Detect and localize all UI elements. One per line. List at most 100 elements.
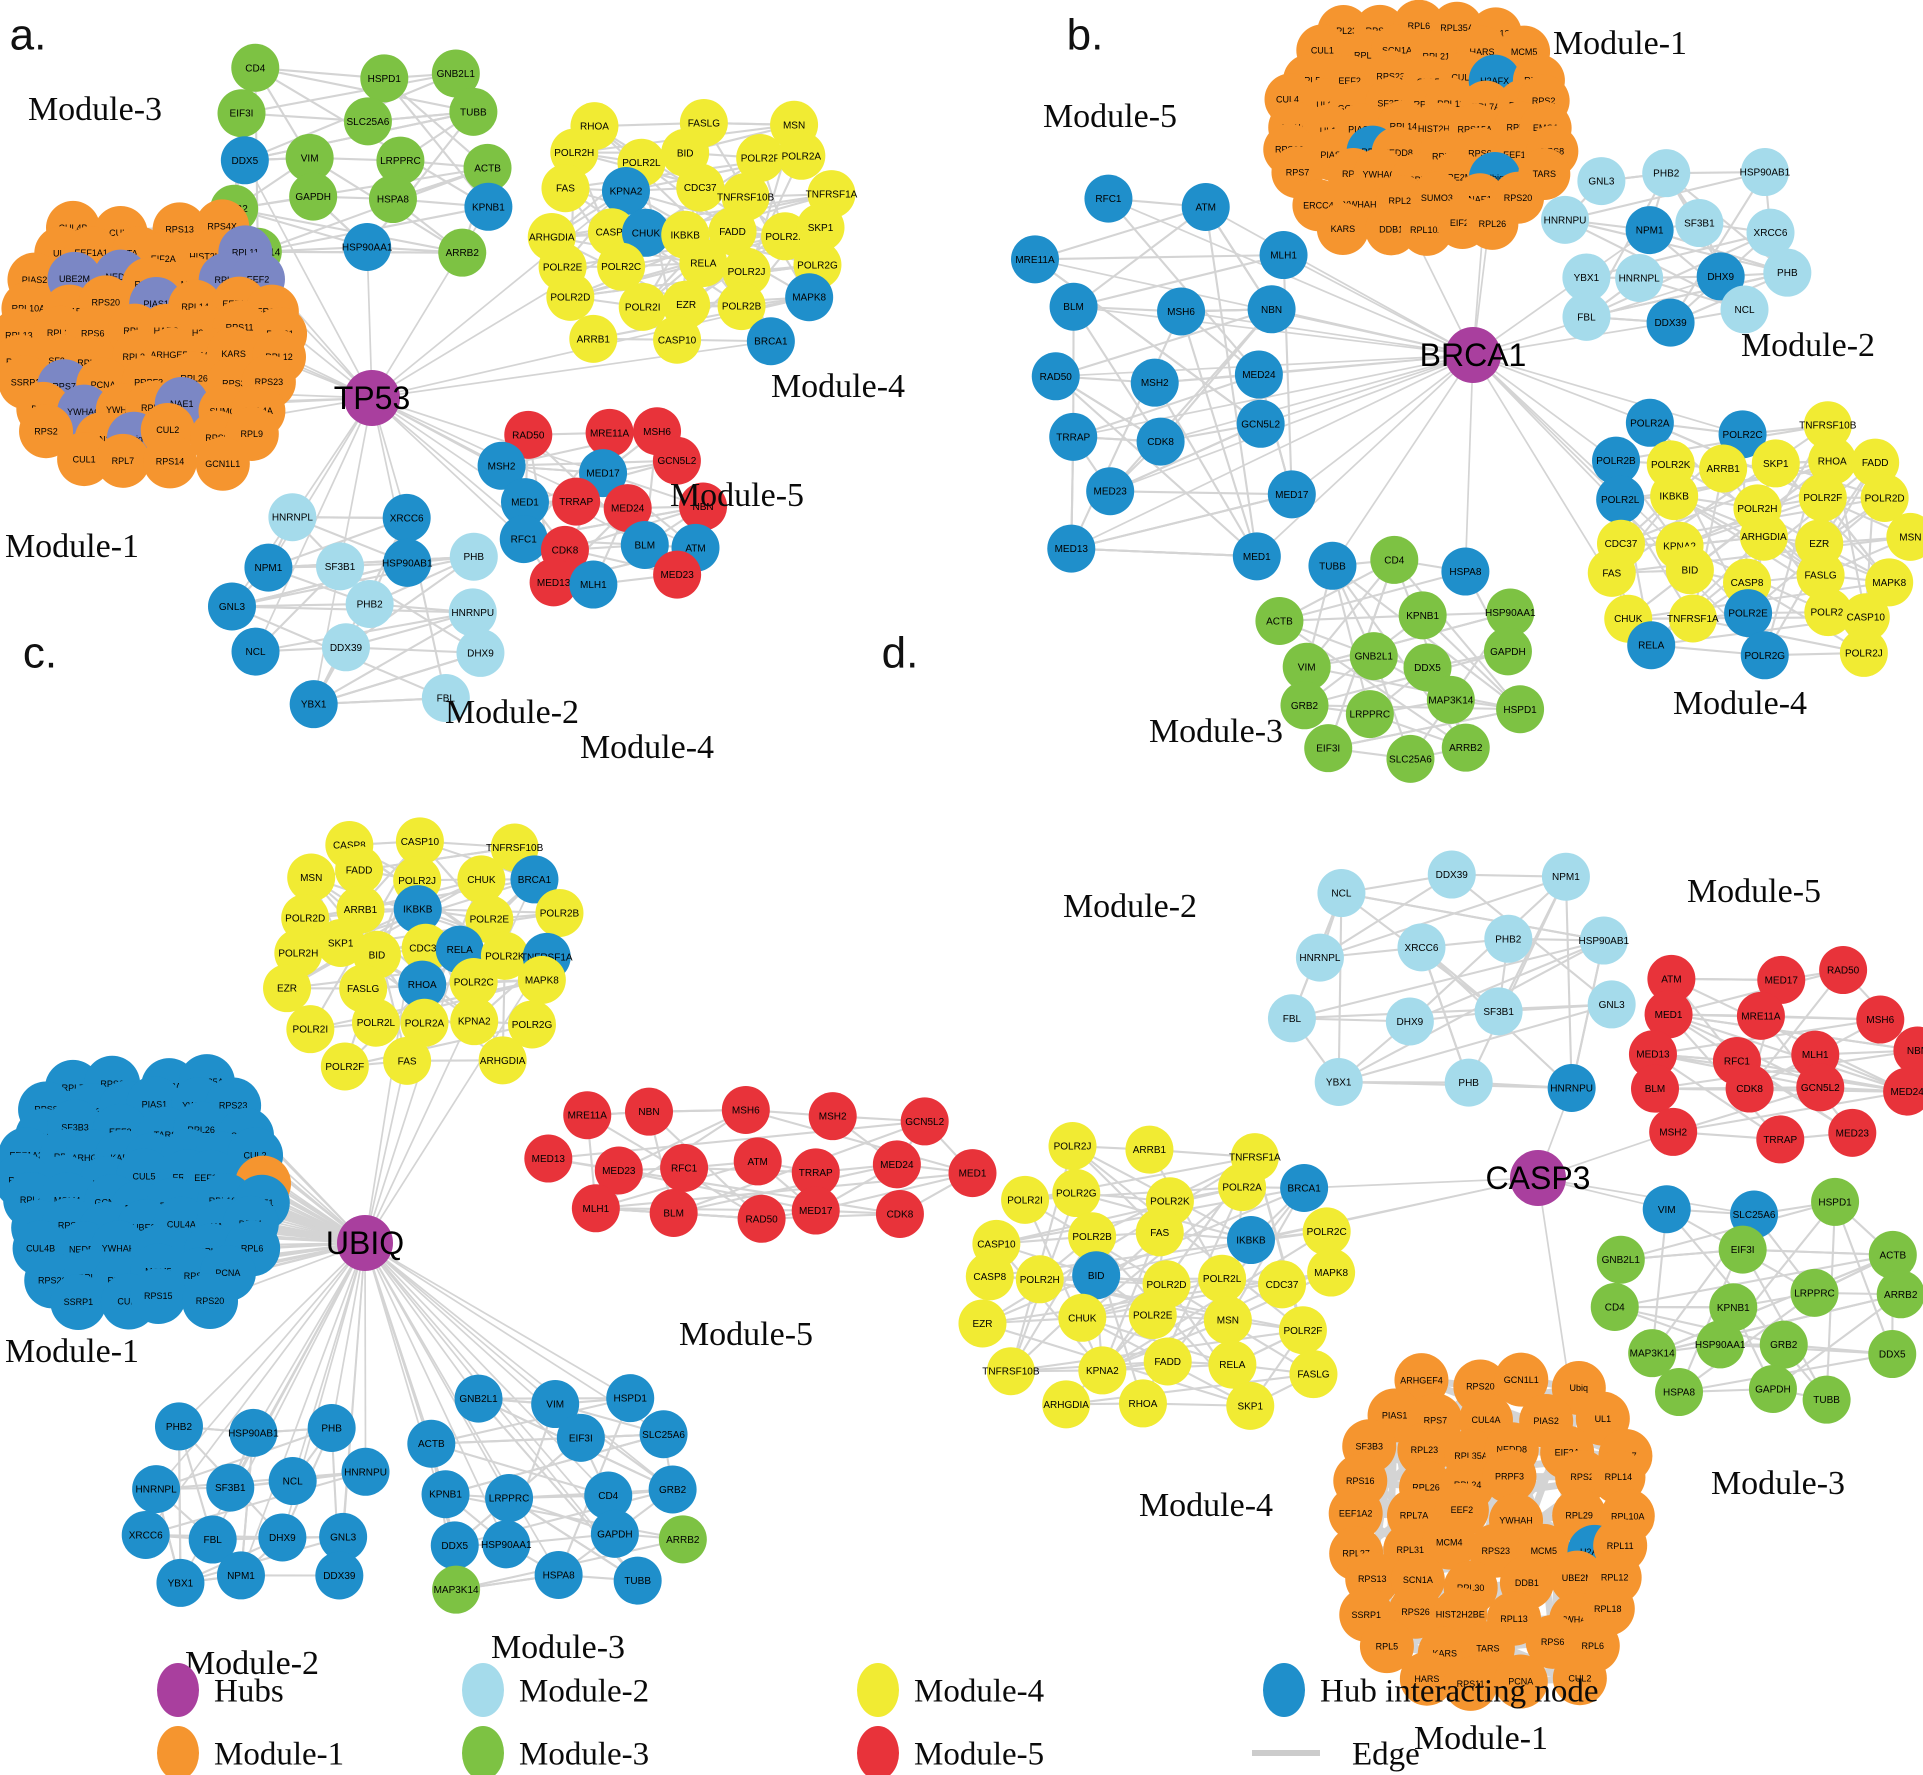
node-ARRB2 (658, 1515, 707, 1564)
node-label-POLR2J: POLR2J (1054, 1142, 1092, 1153)
node-label-XRCC6: XRCC6 (390, 513, 424, 524)
node-label-RHOA: RHOA (408, 980, 437, 991)
node-SLC25A6 (639, 1410, 688, 1459)
edge (233, 207, 463, 254)
hub-edge (1464, 354, 1474, 572)
node-DDX39 (321, 623, 370, 672)
node-POLR2L (351, 998, 400, 1047)
node-label-NBN: NBN (1907, 1046, 1923, 1057)
node-EIF3I (1718, 1225, 1767, 1274)
hub-edge (1331, 354, 1474, 567)
node-label-RPL30: RPL30 (1457, 1583, 1485, 1593)
node-HSPD1 (606, 1374, 655, 1423)
node-label-TNFRSF1A: TNFRSF1A (1667, 614, 1719, 625)
node-label-RPS6: RPS6 (81, 329, 105, 339)
module-label-Module-4: Module-4 (771, 368, 905, 405)
node-label-RAD50: RAD50 (1827, 966, 1860, 977)
node-label-RHOA: RHOA (1128, 1399, 1157, 1410)
node-label-RPL5: RPL5 (1298, 75, 1321, 85)
node-RFC1 (660, 1143, 709, 1192)
node-label-MED13: MED13 (532, 1154, 566, 1165)
node-PRPF3 (1482, 1449, 1537, 1504)
node-MED24 (603, 484, 652, 533)
node-label-CDK8: CDK8 (552, 545, 579, 556)
edge (1153, 382, 1258, 557)
node-label-CD4: CD4 (598, 1491, 618, 1502)
node-label-PHB: PHB (464, 552, 485, 563)
node-GAPDH (590, 1509, 639, 1558)
node-KPNB1 (1398, 591, 1447, 640)
hub-edge (1070, 354, 1474, 550)
node-label-RPS2: RPS2 (1570, 1472, 1594, 1482)
node-BLM (649, 1189, 698, 1238)
node-GAPDH (1748, 1364, 1797, 1413)
node-label-BLM: BLM (1645, 1084, 1666, 1095)
node-label-POLR2L: POLR2L (1203, 1274, 1242, 1285)
node-label-RPS15: RPS15 (144, 1291, 173, 1301)
node-MED13 (1047, 524, 1096, 573)
hub-edge (1160, 354, 1474, 443)
node-label-MLH1: MLH1 (1270, 251, 1297, 262)
node-label-MED23: MED23 (602, 1166, 636, 1177)
hub-edge (1256, 354, 1474, 557)
node-HNRNPU (1540, 195, 1589, 244)
node-label-UBE2M: UBE2M (59, 274, 90, 284)
hub-node-TP53 (344, 370, 400, 426)
node-label-FADD: FADD (346, 866, 373, 877)
node-label-BLM: BLM (1063, 302, 1084, 313)
node-MRE11A (1736, 991, 1785, 1040)
node-label-HARS: HARS (1414, 1674, 1439, 1684)
node-BRCA1 (510, 855, 559, 904)
node-POLR2E (1128, 1291, 1177, 1340)
node-MED13 (524, 1134, 573, 1183)
node-BLM (1630, 1064, 1679, 1113)
node-HNRNPU (1547, 1063, 1596, 1112)
node-label-RPL18: RPL18 (1594, 1604, 1622, 1614)
node-GNB2L1 (431, 49, 480, 98)
node-label-SSRP1: SSRP1 (1351, 1610, 1381, 1620)
edge (1337, 893, 1343, 1083)
node-label-NCL: NCL (283, 1477, 303, 1488)
node-EEF1A2 (1328, 1486, 1383, 1541)
edge (745, 1108, 973, 1175)
node-label-RPS6: RPS6 (1541, 1637, 1565, 1647)
node-label-RPL29: RPL29 (1388, 196, 1416, 206)
node-label-ARHGEF4: ARHGEF4 (1400, 1375, 1443, 1385)
hub-edge (1205, 206, 1474, 356)
node-label-DDB1: DDB1 (1515, 1578, 1539, 1588)
node-KPNA2 (1078, 1346, 1127, 1395)
node-label-BRCA1: BRCA1 (754, 337, 788, 348)
node-label-IKBKB: IKBKB (403, 905, 433, 916)
node-RFC1 (1084, 174, 1133, 223)
node-label-RPS11: RPS11 (1457, 1679, 1485, 1689)
node-GCN1L1 (195, 436, 250, 491)
legend-label: Hubs (214, 1674, 284, 1710)
node-label-CUL5: CUL5 (132, 1172, 155, 1182)
node-label-UBE2M: UBE2M (1441, 172, 1472, 182)
node-CD4 (1370, 535, 1419, 584)
node-label-MED17: MED17 (799, 1206, 833, 1217)
node-ACTB (463, 143, 512, 192)
node-label-HSP90AB1: HSP90AB1 (382, 558, 433, 569)
node-label-GCN5L2: GCN5L2 (905, 1117, 944, 1128)
node-LRPPRC (376, 136, 425, 185)
node-ARRB1 (1125, 1125, 1174, 1174)
node-label-CASP8: CASP8 (973, 1272, 1006, 1283)
node-label-HSP90AA1: HSP90AA1 (1695, 1340, 1746, 1351)
node-DHX9 (456, 628, 505, 677)
node-label-HSP90AB1: HSP90AB1 (228, 1428, 279, 1439)
edge (180, 1535, 344, 1584)
node-label-CD4: CD4 (1605, 1302, 1625, 1313)
node-TUBB (1308, 541, 1357, 590)
node-label-POLR2F: POLR2F (1283, 1326, 1322, 1337)
node-label-POLR2E: POLR2E (1728, 609, 1768, 620)
node-label-RPL7: RPL7 (62, 1083, 85, 1093)
node-label-TNFRSF10B: TNFRSF10B (486, 843, 544, 854)
node-label-EIF3I: EIF3I (230, 109, 254, 120)
node-label-CASP10: CASP10 (658, 335, 697, 346)
node-PCNA (1493, 1654, 1548, 1709)
node-RPS11 (1443, 1656, 1498, 1711)
node-MRE11A (585, 408, 634, 457)
node-label-EIF3I: EIF3I (1316, 744, 1340, 755)
node-label-CDC37: CDC37 (1266, 1280, 1299, 1291)
